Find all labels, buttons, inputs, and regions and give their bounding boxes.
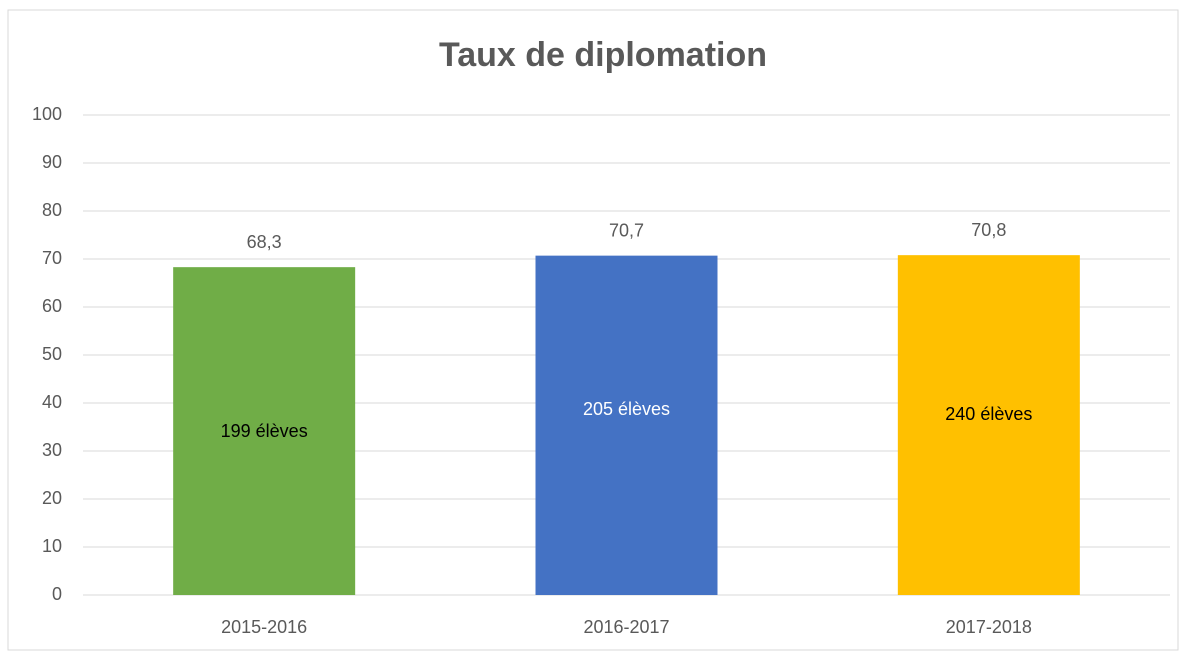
value-label: 68,3 <box>247 232 282 252</box>
value-label: 70,8 <box>971 220 1006 240</box>
y-tick-label: 10 <box>42 536 62 556</box>
y-tick-label: 60 <box>42 296 62 316</box>
value-label: 70,7 <box>609 220 644 240</box>
x-tick-label: 2017-2018 <box>946 617 1032 637</box>
bar-annotation: 199 élèves <box>221 421 308 441</box>
chart-title: Taux de diplomation <box>439 36 767 74</box>
y-tick-label: 20 <box>42 488 62 508</box>
bar-annotation: 205 élèves <box>583 399 670 419</box>
bar <box>535 255 718 595</box>
y-tick-label: 50 <box>42 344 62 364</box>
bar <box>897 255 1080 595</box>
y-tick-label: 30 <box>42 440 62 460</box>
y-tick-label: 40 <box>42 392 62 412</box>
bar <box>173 267 356 595</box>
x-tick-label: 2016-2017 <box>583 617 669 637</box>
x-tick-label: 2015-2016 <box>221 617 307 637</box>
bar-annotation: 240 élèves <box>945 404 1032 424</box>
y-tick-label: 90 <box>42 152 62 172</box>
y-tick-label: 70 <box>42 248 62 268</box>
y-tick-label: 80 <box>42 200 62 220</box>
y-tick-label: 0 <box>52 584 62 604</box>
y-tick-label: 100 <box>32 104 62 124</box>
